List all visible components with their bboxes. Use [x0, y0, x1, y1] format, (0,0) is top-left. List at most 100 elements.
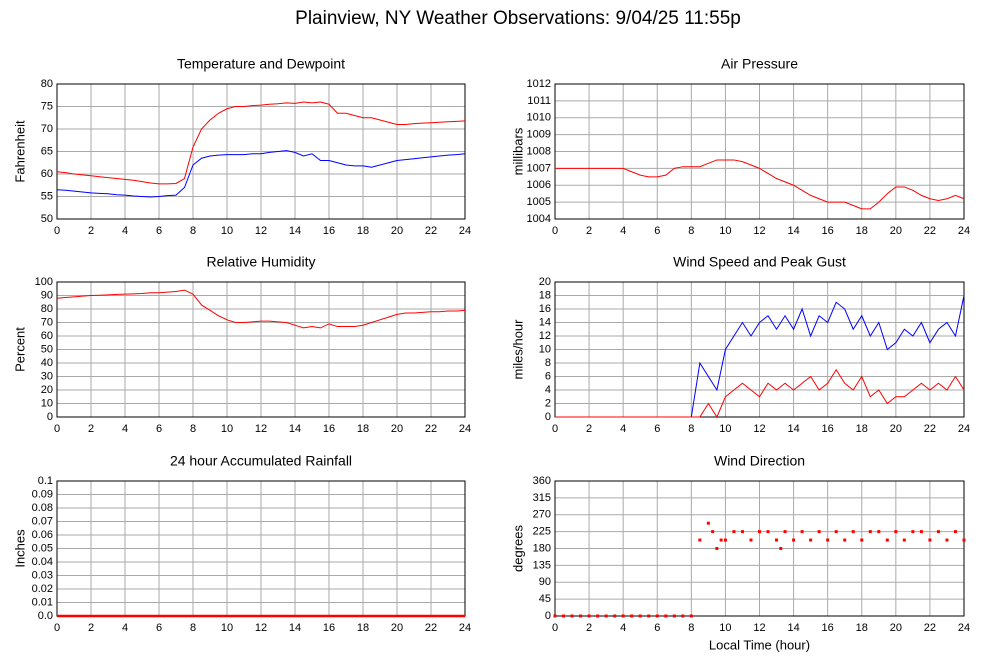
- data-point: [911, 530, 915, 534]
- x-tick-label: 24: [958, 423, 970, 435]
- data-point: [792, 538, 796, 542]
- x-tick-label: 4: [620, 225, 626, 237]
- data-point: [553, 614, 557, 618]
- x-tick-label: 10: [221, 423, 233, 435]
- y-tick-label: 45: [539, 593, 551, 605]
- x-tick-label: 2: [586, 423, 592, 435]
- data-point: [630, 614, 634, 618]
- x-tick-label: 22: [924, 622, 936, 634]
- y-tick-label: 0: [545, 610, 551, 622]
- y-tick-label: 40: [41, 357, 53, 369]
- y-axis-label: Fahrenheit: [12, 120, 27, 183]
- data-point: [698, 538, 702, 542]
- y-tick-label: 20: [539, 276, 551, 288]
- panel-title: 24 hour Accumulated Rainfall: [170, 453, 352, 469]
- x-tick-label: 24: [958, 225, 970, 237]
- x-tick-label: 22: [425, 423, 437, 435]
- data-point: [860, 538, 864, 542]
- data-point: [758, 530, 761, 534]
- x-tick-label: 12: [255, 622, 267, 634]
- x-tick-label: 8: [688, 423, 694, 435]
- x-tick-label: 14: [289, 622, 301, 634]
- y-tick-label: 1006: [527, 179, 551, 191]
- data-point: [936, 530, 940, 534]
- y-tick-label: 70: [41, 316, 53, 328]
- data-point: [647, 614, 651, 618]
- x-tick-label: 18: [856, 423, 868, 435]
- x-tick-label: 14: [787, 423, 799, 435]
- y-tick-label: 50: [41, 213, 53, 225]
- data-point: [732, 530, 736, 534]
- y-tick-label: 4: [545, 384, 551, 396]
- y-tick-label: 1012: [527, 78, 551, 90]
- x-tick-label: 20: [391, 622, 403, 634]
- page-title: Plainview, NY Weather Observations: 9/04…: [295, 8, 741, 29]
- y-tick-label: 0.02: [32, 583, 53, 595]
- x-tick-label: 20: [890, 423, 902, 435]
- y-tick-label: 1009: [527, 129, 551, 141]
- y-tick-label: 0.09: [32, 488, 53, 500]
- x-tick-label: 2: [88, 622, 94, 634]
- data-line: [56, 101, 466, 185]
- x-tick-label: 2: [586, 622, 592, 634]
- data-point: [945, 538, 949, 542]
- data-point: [868, 530, 872, 534]
- plot-frame: [56, 83, 466, 220]
- y-tick-label: 0.1: [38, 475, 53, 487]
- y-axis-label: millibars: [510, 127, 525, 175]
- data-point: [672, 614, 676, 618]
- x-tick-label: 12: [753, 622, 765, 634]
- x-tick-label: 20: [890, 622, 902, 634]
- data-point: [621, 614, 625, 618]
- y-tick-label: 80: [41, 78, 53, 90]
- y-tick-label: 16: [539, 303, 551, 315]
- data-point: [885, 538, 889, 542]
- y-tick-label: 1010: [527, 112, 551, 124]
- x-tick-label: 16: [323, 423, 335, 435]
- data-point: [953, 530, 957, 534]
- x-tick-label: 10: [719, 423, 731, 435]
- y-tick-label: 0.05: [32, 542, 53, 554]
- data-line: [56, 289, 466, 329]
- plot-frame: [554, 83, 965, 220]
- y-tick-label: 10: [41, 397, 53, 409]
- y-tick-label: 360: [533, 475, 551, 487]
- y-tick-label: 12: [539, 330, 551, 342]
- x-tick-label: 18: [357, 622, 369, 634]
- x-tick-label: 12: [255, 225, 267, 237]
- panel-title: Air Pressure: [721, 56, 798, 72]
- data-point: [579, 614, 583, 618]
- data-point: [604, 614, 608, 618]
- data-point: [766, 530, 770, 534]
- data-point: [706, 521, 710, 525]
- x-tick-label: 8: [688, 622, 694, 634]
- x-tick-label: 10: [719, 622, 731, 634]
- data-point: [775, 538, 779, 542]
- x-tick-label: 0: [54, 423, 60, 435]
- y-tick-label: 20: [41, 384, 53, 396]
- y-tick-label: 1004: [527, 213, 551, 225]
- x-tick-label: 16: [822, 225, 834, 237]
- data-point: [749, 538, 753, 542]
- x-tick-label: 18: [357, 225, 369, 237]
- y-axis-label: miles/hour: [510, 319, 525, 380]
- y-tick-label: 90: [539, 576, 551, 588]
- y-tick-label: 2: [545, 397, 551, 409]
- x-tick-label: 10: [221, 622, 233, 634]
- x-tick-label: 24: [459, 622, 471, 634]
- y-tick-label: 65: [41, 145, 53, 157]
- x-tick-label: 8: [190, 225, 196, 237]
- y-axis-label: Percent: [12, 327, 27, 372]
- x-tick-label: 6: [156, 423, 162, 435]
- y-axis-label: degrees: [510, 525, 525, 572]
- y-tick-label: 225: [533, 526, 551, 538]
- x-tick-label: 6: [654, 423, 660, 435]
- data-line: [555, 159, 965, 210]
- x-tick-label: 22: [425, 225, 437, 237]
- data-point: [877, 530, 881, 534]
- data-point: [779, 547, 783, 550]
- panel-title: Wind Direction: [714, 453, 805, 469]
- x-tick-label: 14: [787, 622, 799, 634]
- y-tick-label: 0: [47, 411, 53, 423]
